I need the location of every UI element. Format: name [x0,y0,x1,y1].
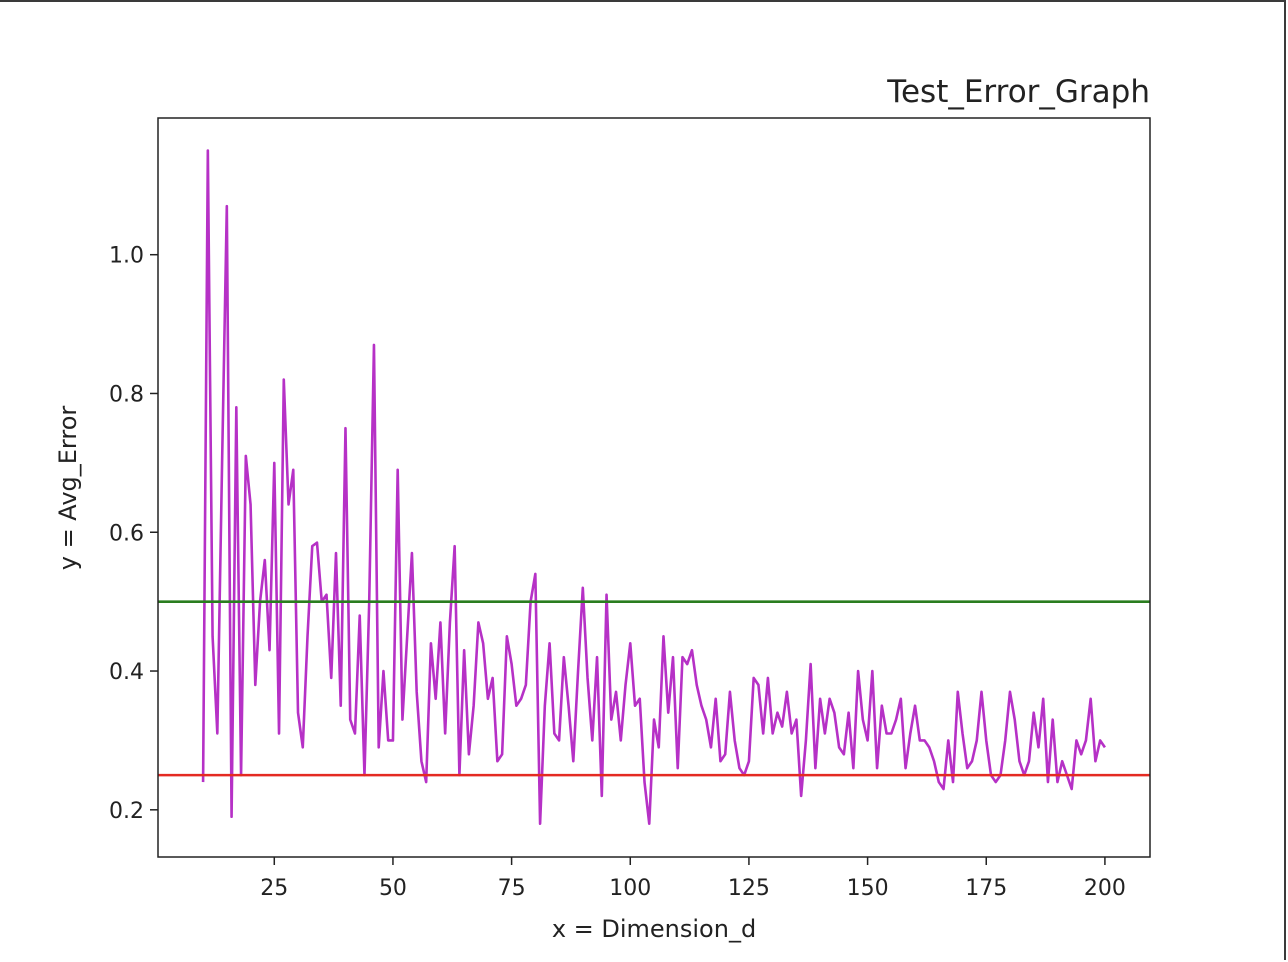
y-tick-label: 0.6 [109,521,144,546]
x-tick-label: 25 [260,876,288,901]
y-tick-label: 1.0 [109,244,144,269]
plot-frame [157,117,1151,858]
y-tick-label: 0.4 [109,660,144,685]
x-tick-label: 75 [498,876,526,901]
x-tick-label: 150 [847,876,889,901]
data-line [201,149,1106,825]
x-tick-label: 50 [379,876,407,901]
chart-title: Test_Error_Graph [886,74,1150,110]
x-tick-label: 100 [609,876,651,901]
x-tick-label: 125 [728,876,770,901]
y-tick-label: 0.8 [109,382,144,407]
y-axis-label: y = Avg_Error [54,406,82,571]
x-tick-label: 200 [1084,876,1126,901]
x-axis-label: x = Dimension_d [552,915,756,943]
y-tick-label: 0.2 [109,799,144,824]
x-tick-label: 175 [965,876,1007,901]
